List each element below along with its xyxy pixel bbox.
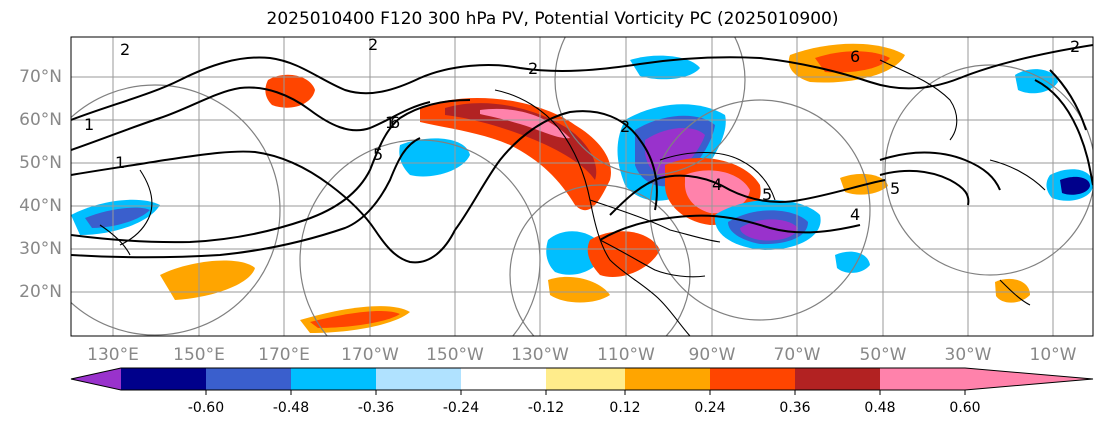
pv-negative-anomaly <box>630 55 700 80</box>
lat-label: 70°N <box>19 67 62 87</box>
coastlines <box>99 59 1046 336</box>
lat-label: 40°N <box>19 196 62 216</box>
contour-label: 2 <box>620 117 630 136</box>
contour-labels: 2 1 1 2 1 5 6 2 2 5 4 5 4 2 6 <box>84 35 1080 224</box>
colorbar-segment <box>546 368 625 390</box>
contour-label: 1 <box>84 115 94 134</box>
range-rings <box>71 37 1093 336</box>
colorbar-tick-label: -0.36 <box>357 400 395 416</box>
contour-label: 4 <box>850 205 860 224</box>
contour-label: 5 <box>890 179 900 198</box>
pv-positive-anomaly <box>548 276 610 303</box>
plot-frame <box>70 36 1094 337</box>
colorbar-segment <box>461 368 546 390</box>
contour-label: 1 <box>385 113 395 132</box>
colorbar-segment <box>625 368 710 390</box>
contour-label: 6 <box>850 47 860 66</box>
contour-label: 5 <box>373 145 383 164</box>
contour-label: 5 <box>762 185 772 204</box>
pv-negative-anomaly <box>1060 176 1090 195</box>
pv-positive-anomaly <box>480 108 570 139</box>
pv-positive-anomaly <box>587 231 660 278</box>
colorbar-tick-label: 0.24 <box>694 400 726 416</box>
colorbar-tick-label: -0.24 <box>442 400 480 416</box>
colorbar-segment <box>710 368 795 390</box>
colorbar-segment <box>880 368 965 390</box>
lon-label: 130°E <box>87 345 139 365</box>
lon-label: 90°W <box>688 345 736 365</box>
contour-label: 2 <box>1070 37 1080 56</box>
contour-label: 6 <box>390 113 400 132</box>
colorbar-tick-label: 0.48 <box>864 400 896 416</box>
lon-label: 170°W <box>341 345 399 365</box>
contour-label: 2 <box>368 35 378 54</box>
lon-label: 150°E <box>173 345 225 365</box>
colorbar-segment <box>376 368 461 390</box>
pv-negative-anomaly <box>835 251 870 273</box>
lon-label: 170°E <box>258 345 310 365</box>
colorbar-extend-low <box>71 368 121 390</box>
colorbar-segment <box>291 368 376 390</box>
pv-positive-anomaly <box>265 74 315 108</box>
lon-label: 110°W <box>597 345 655 365</box>
colorbar-tick-label: 0.36 <box>779 400 811 416</box>
lon-label: 70°W <box>773 345 821 365</box>
colorbar-tick-label: -0.12 <box>527 400 565 416</box>
lon-label: 50°W <box>859 345 907 365</box>
colorbar <box>70 367 1094 395</box>
colorbar-segment <box>206 368 291 390</box>
pv-negative-anomaly <box>85 207 150 228</box>
colorbar-tick-label: 0.60 <box>949 400 981 416</box>
colorbar-segment <box>795 368 880 390</box>
contour-label: 2 <box>528 59 538 78</box>
pv-anomaly-fills <box>71 43 1093 333</box>
lon-label: 30°W <box>944 345 992 365</box>
map-plot-area <box>71 37 1093 336</box>
map-title: 2025010400 F120 300 hPa PV, Potential Vo… <box>266 9 839 29</box>
pv-positive-anomaly <box>815 51 890 73</box>
lat-label: 30°N <box>19 239 62 259</box>
gridlines <box>71 37 1093 336</box>
lon-label: 10°W <box>1029 345 1077 365</box>
lat-label: 20°N <box>19 282 62 302</box>
lat-label: 50°N <box>19 153 62 173</box>
lon-label: 130°W <box>511 345 569 365</box>
colorbar-tick-label: 0.12 <box>609 400 641 416</box>
pv-negative-anomaly <box>399 138 470 177</box>
colorbar-segment <box>121 368 206 390</box>
contour-label: 4 <box>712 175 722 194</box>
pv-positive-anomaly <box>160 260 255 300</box>
colorbar-tick-label: -0.60 <box>187 400 225 416</box>
contour-label: 2 <box>120 40 130 59</box>
pv-positive-anomaly <box>310 310 400 328</box>
pv-positive-anomaly <box>684 170 750 214</box>
contour-label: 1 <box>115 153 125 172</box>
pv-positive-anomaly <box>445 103 597 180</box>
pv-contours <box>71 44 1093 264</box>
lon-label: 150°W <box>426 345 484 365</box>
pv-positive-anomaly <box>995 278 1030 303</box>
colorbar-tick-label: -0.48 <box>272 400 310 416</box>
pv-negative-anomaly <box>740 219 798 241</box>
colorbar-extend-high <box>965 368 1093 390</box>
lat-label: 60°N <box>19 110 62 130</box>
